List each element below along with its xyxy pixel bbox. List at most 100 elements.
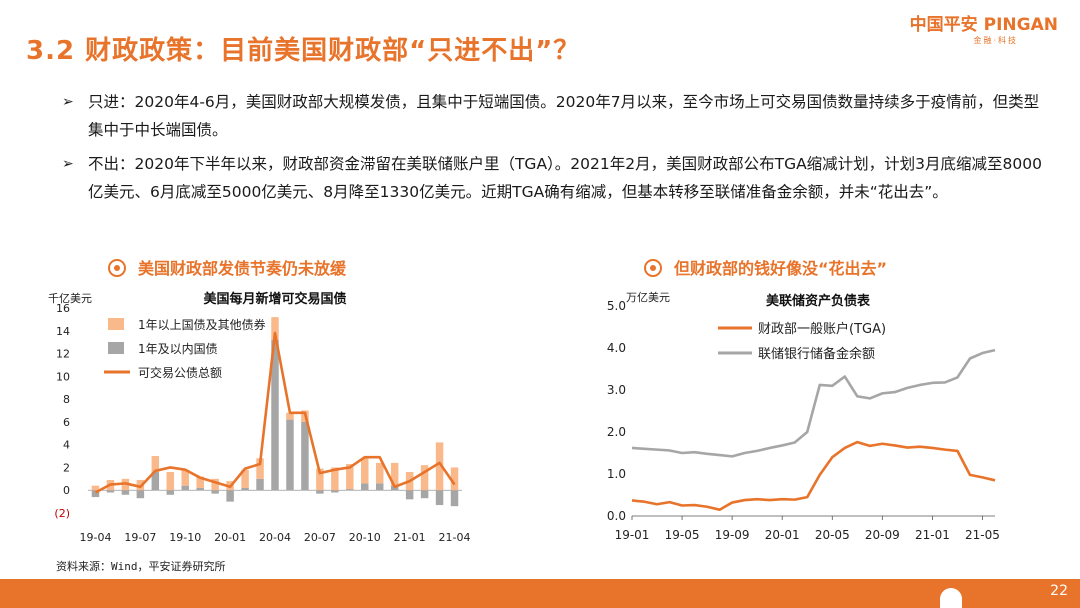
- legend-label: 1年以上国债及其他债券: [138, 317, 266, 332]
- bar-short-term: [166, 490, 175, 495]
- bullet-text: 2020年下半年以来，财政部资金滞留在美联储账户里（TGA）。2021年2月，美…: [88, 155, 1042, 201]
- x-tick-label: 20-04: [259, 531, 291, 544]
- bar-short-term: [226, 490, 234, 502]
- bullet-item: ➢ 不出：2020年下半年以来，财政部资金滞留在美联储账户里（TGA）。2021…: [58, 150, 1048, 206]
- bar-long-term: [196, 476, 204, 488]
- arrow-icon: ➢: [62, 156, 74, 172]
- line-reserves: [631, 348, 996, 458]
- source-note: 资料来源：Wind，平安证券研究所: [56, 560, 226, 573]
- bar-short-term: [136, 490, 145, 499]
- y-tick-label: 16: [56, 302, 70, 315]
- brand-name-cn: 中国平安: [909, 15, 978, 35]
- x-tick-label: 19-04: [79, 531, 111, 544]
- y-tick-label: 0: [63, 484, 70, 497]
- chart-title: 美联储资产负债表: [766, 293, 871, 309]
- line-total-debt: [94, 331, 456, 494]
- bar-long-term: [346, 464, 354, 490]
- bar-long-term: [316, 468, 324, 491]
- bar-short-term: [196, 487, 204, 491]
- bar-short-term: [286, 419, 294, 491]
- x-tick-label: 19-05: [665, 528, 700, 542]
- y-tick-label: 2: [63, 461, 70, 474]
- legend-label: 财政部一般账户(TGA): [758, 321, 886, 337]
- bullet-lead: 只进：: [88, 93, 135, 111]
- brand-name-en: PINGAN: [983, 15, 1058, 35]
- bar-short-term: [106, 490, 115, 493]
- y-tick-label: 4: [63, 439, 70, 452]
- y-axis-unit: 千亿美元: [48, 292, 92, 305]
- bullet-list: ➢ 只进：2020年4-6月，美国财政部大规模发债，且集中于短端国债。2020年…: [58, 88, 1048, 212]
- bar-long-term: [420, 465, 429, 491]
- bullet-text: 2020年4-6月，美国财政部大规模发债，且集中于短端国债。2020年7月以来，…: [88, 93, 1040, 139]
- section-heading-left: 美国财政部发债节奏仍未放缓: [108, 255, 346, 279]
- bar-short-term: [420, 490, 429, 499]
- y-tick-label: 10: [56, 370, 70, 383]
- bar-short-term: [435, 490, 444, 506]
- y-tick-label: 6: [63, 416, 70, 429]
- x-tick-label: 19-09: [715, 528, 750, 542]
- footer-bar: [0, 579, 1080, 608]
- target-icon: [644, 259, 662, 277]
- x-tick-label: 21-04: [439, 531, 471, 544]
- legend-swatch: [108, 342, 124, 354]
- bar-short-term: [151, 472, 160, 491]
- x-tick-label: 20-01: [765, 528, 800, 542]
- y-tick-label: 2.0: [607, 425, 626, 439]
- bar-short-term: [211, 490, 219, 494]
- y-tick-label: (2): [54, 507, 70, 520]
- target-icon: [108, 259, 126, 277]
- y-tick-label: 12: [56, 348, 70, 361]
- section-heading-label: 美国财政部发债节奏仍未放缓: [138, 259, 347, 278]
- bullet-lead: 不出：: [88, 155, 135, 173]
- y-tick-label: 5.0: [607, 299, 626, 313]
- x-tick-label: 21-01: [915, 528, 950, 542]
- bar-long-term: [361, 458, 369, 484]
- legend-label: 联储银行储备金余额: [758, 346, 875, 362]
- bar-short-term: [361, 483, 369, 491]
- y-tick-label: 8: [63, 393, 70, 406]
- bar-short-term: [301, 421, 309, 491]
- bar-long-term: [375, 462, 384, 484]
- line-tga: [631, 440, 996, 511]
- x-tick-label: 19-10: [169, 531, 201, 544]
- bullet-item: ➢ 只进：2020年4-6月，美国财政部大规模发债，且集中于短端国债。2020年…: [58, 88, 1048, 144]
- bar-short-term: [375, 483, 384, 491]
- chart-title: 美国每月新增可交易国债: [203, 291, 346, 307]
- bar-short-term: [271, 339, 279, 491]
- x-tick-label: 21-01: [394, 531, 426, 544]
- bar-long-term: [181, 469, 189, 486]
- x-tick-label: 20-01: [214, 531, 246, 544]
- section-heading-label: 但财政部的钱好像没“花出去”: [674, 259, 888, 278]
- brand-logo: 中国平安 PINGAN 金融·科技: [910, 10, 1058, 46]
- x-tick-label: 21-05: [965, 528, 1000, 542]
- legend-label: 可交易公债总额: [138, 365, 222, 380]
- y-tick-label: 0.0: [607, 509, 626, 523]
- bar-long-term: [91, 485, 100, 491]
- bar-long-term: [151, 456, 160, 472]
- bar-long-term: [286, 412, 294, 420]
- x-tick-label: 20-07: [304, 531, 336, 544]
- y-tick-label: 1.0: [607, 467, 626, 481]
- bar-long-term: [450, 467, 459, 491]
- bar-long-term: [166, 472, 175, 491]
- bar-short-term: [256, 478, 264, 491]
- page-number: 22: [1050, 583, 1068, 599]
- bar-short-term: [331, 490, 339, 493]
- section-heading-right: 但财政部的钱好像没“花出去”: [644, 255, 887, 279]
- bar-long-term: [211, 478, 219, 491]
- bar-short-term: [405, 490, 414, 500]
- bar-short-term: [241, 487, 249, 491]
- bar-short-term: [450, 490, 459, 507]
- footer-logo-icon: [940, 588, 962, 608]
- page-title: 3.2 财政政策：目前美国财政部“只进不出”？: [26, 36, 581, 66]
- bar-long-term: [256, 458, 264, 479]
- x-tick-label: 20-09: [865, 528, 900, 542]
- bar-long-term: [331, 467, 339, 491]
- bar-long-term: [241, 469, 249, 488]
- bar-long-term: [271, 317, 279, 340]
- bar-short-term: [121, 490, 130, 495]
- x-tick-label: 20-10: [349, 531, 381, 544]
- y-tick-label: 14: [56, 325, 70, 338]
- x-tick-label: 19-07: [124, 531, 156, 544]
- legend-swatch: [108, 318, 124, 330]
